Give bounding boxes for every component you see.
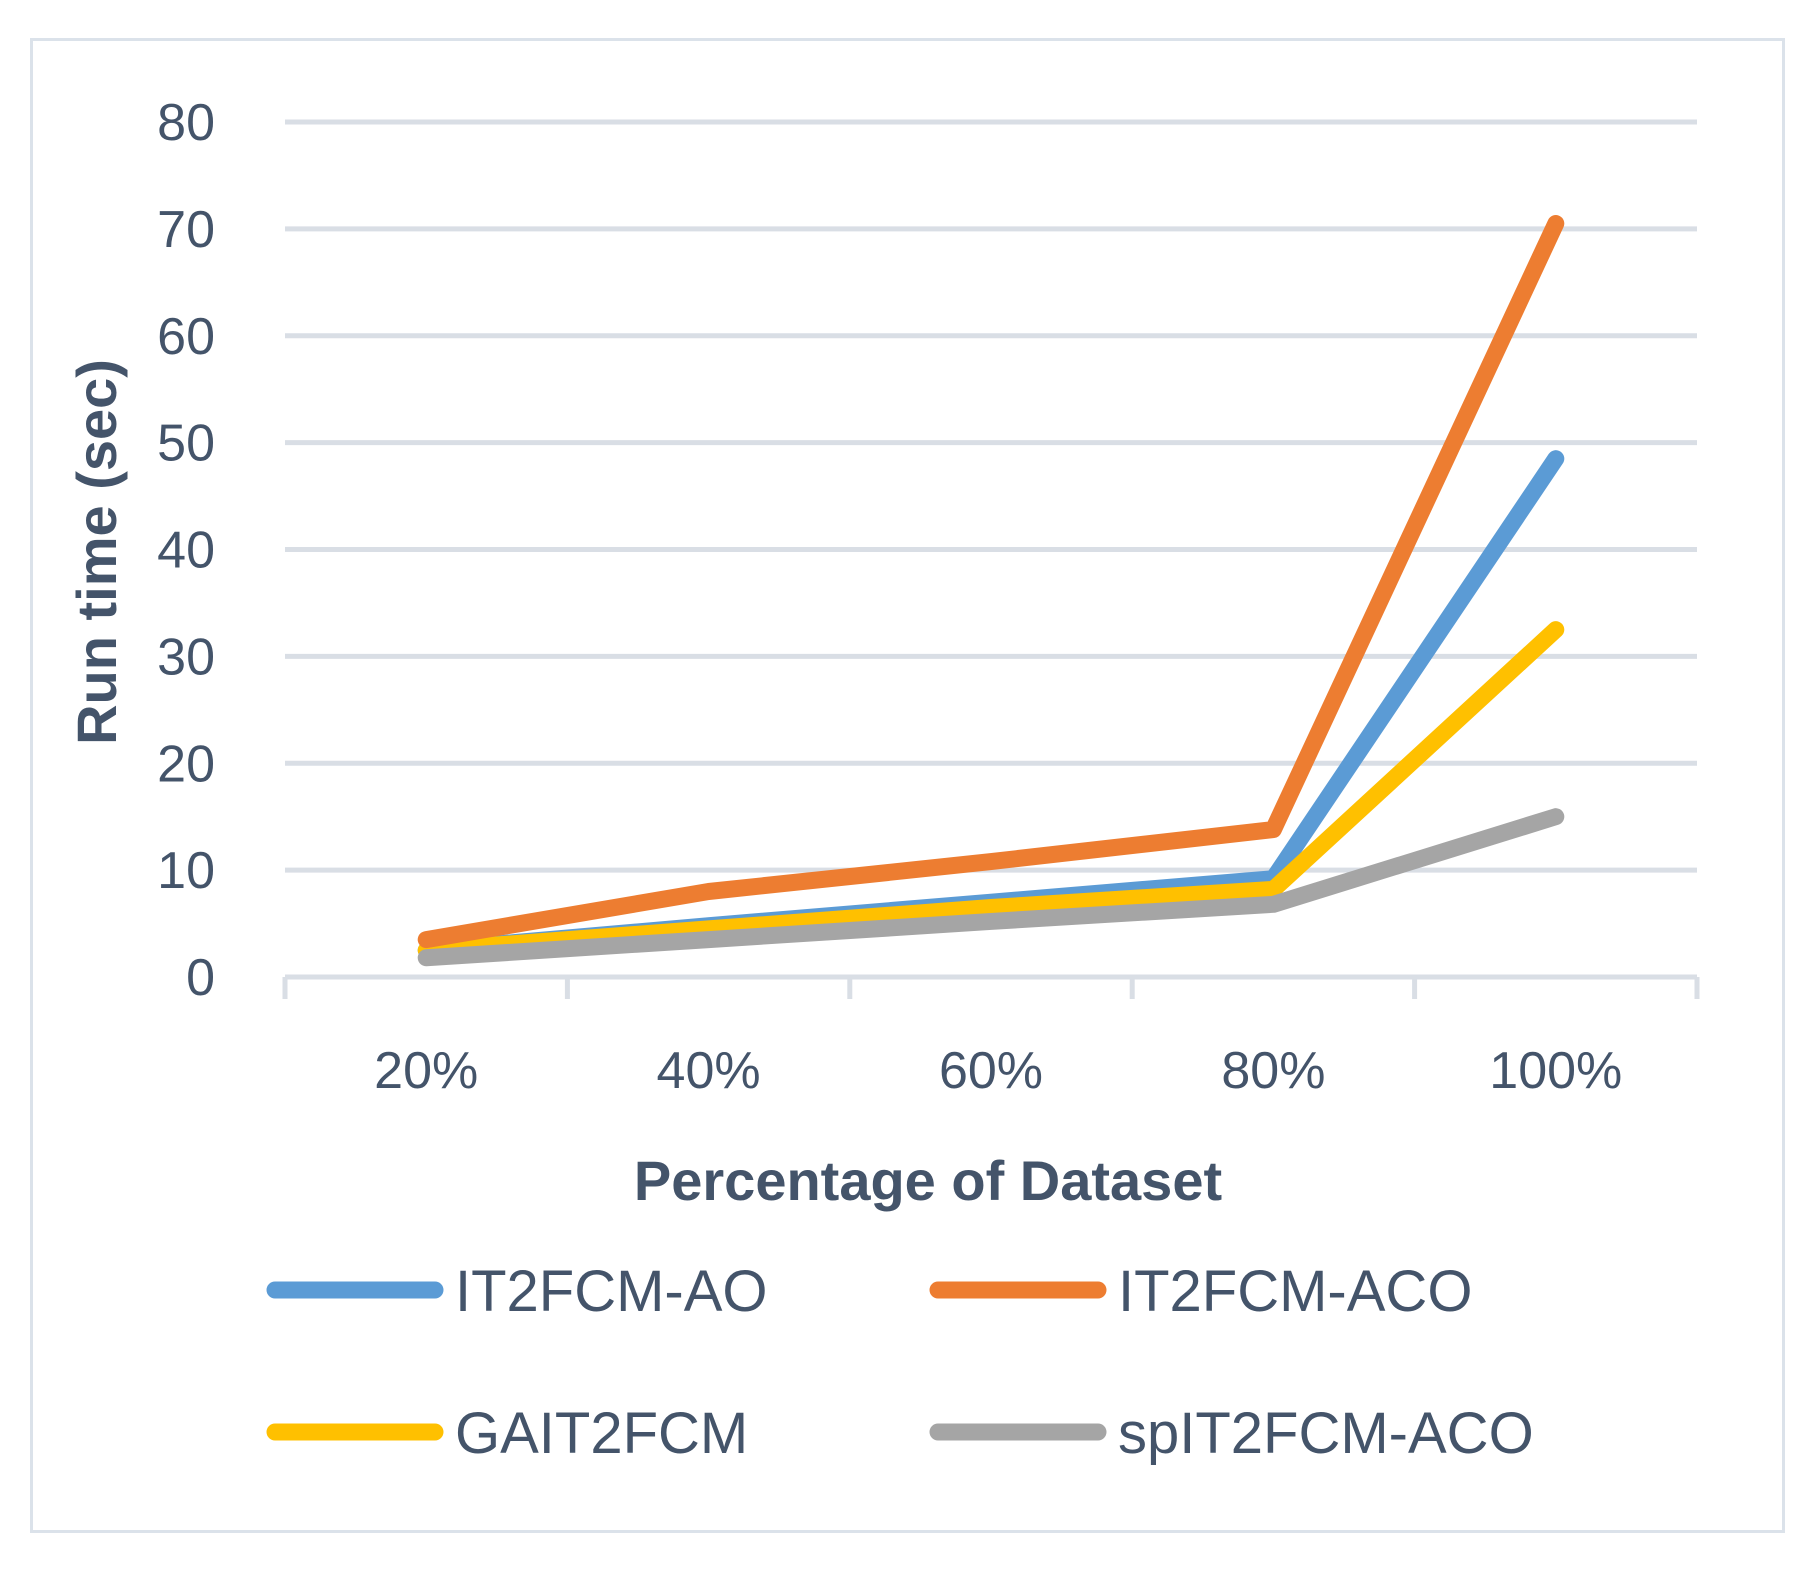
gridlines xyxy=(285,119,1697,873)
y-axis-tick-labels: 0 10 20 30 40 50 60 70 80 xyxy=(157,94,215,1007)
y-tick-label: 20 xyxy=(157,735,215,793)
y-tick-label: 60 xyxy=(157,308,215,366)
y-axis-title: Run time (sec) xyxy=(65,359,128,745)
legend-item: GAIT2FCM xyxy=(266,1401,748,1466)
y-tick-label: 40 xyxy=(157,522,215,580)
series-line-gait2fcm xyxy=(417,621,1565,959)
x-tick-label: 20% xyxy=(374,1042,478,1100)
y-tick-label: 80 xyxy=(157,94,215,152)
y-tick-label: 50 xyxy=(157,415,215,473)
legend-item: IT2FCM-AO xyxy=(266,1259,768,1324)
legend-label: GAIT2FCM xyxy=(455,1401,748,1466)
x-tick-label: 100% xyxy=(1489,1042,1622,1100)
y-tick-label: 70 xyxy=(157,201,215,259)
legend-label: IT2FCM-ACO xyxy=(1118,1259,1472,1324)
x-axis-tick-labels: 20% 40% 60% 80% 100% xyxy=(374,1042,1622,1100)
x-axis xyxy=(282,974,1700,999)
x-tick-label: 40% xyxy=(657,1042,761,1100)
legend-label: IT2FCM-AO xyxy=(455,1259,768,1324)
x-tick-label: 60% xyxy=(939,1042,1043,1100)
x-tick-label: 80% xyxy=(1221,1042,1325,1100)
series-line-it2fcm-aco xyxy=(417,215,1565,949)
series-line-spit2fcm-aco xyxy=(417,808,1565,967)
legend: IT2FCM-AO IT2FCM-ACO GAIT2FCM spIT2FCM-ACO xyxy=(266,1259,1534,1466)
legend-item: IT2FCM-ACO xyxy=(929,1259,1472,1324)
x-axis-title: Percentage of Dataset xyxy=(634,1149,1222,1212)
legend-item: spIT2FCM-ACO xyxy=(929,1401,1534,1466)
y-tick-label: 10 xyxy=(157,842,215,900)
series-lines xyxy=(417,215,1565,967)
y-tick-label: 0 xyxy=(186,949,215,1007)
legend-label: spIT2FCM-ACO xyxy=(1118,1401,1534,1466)
y-tick-label: 30 xyxy=(157,628,215,686)
